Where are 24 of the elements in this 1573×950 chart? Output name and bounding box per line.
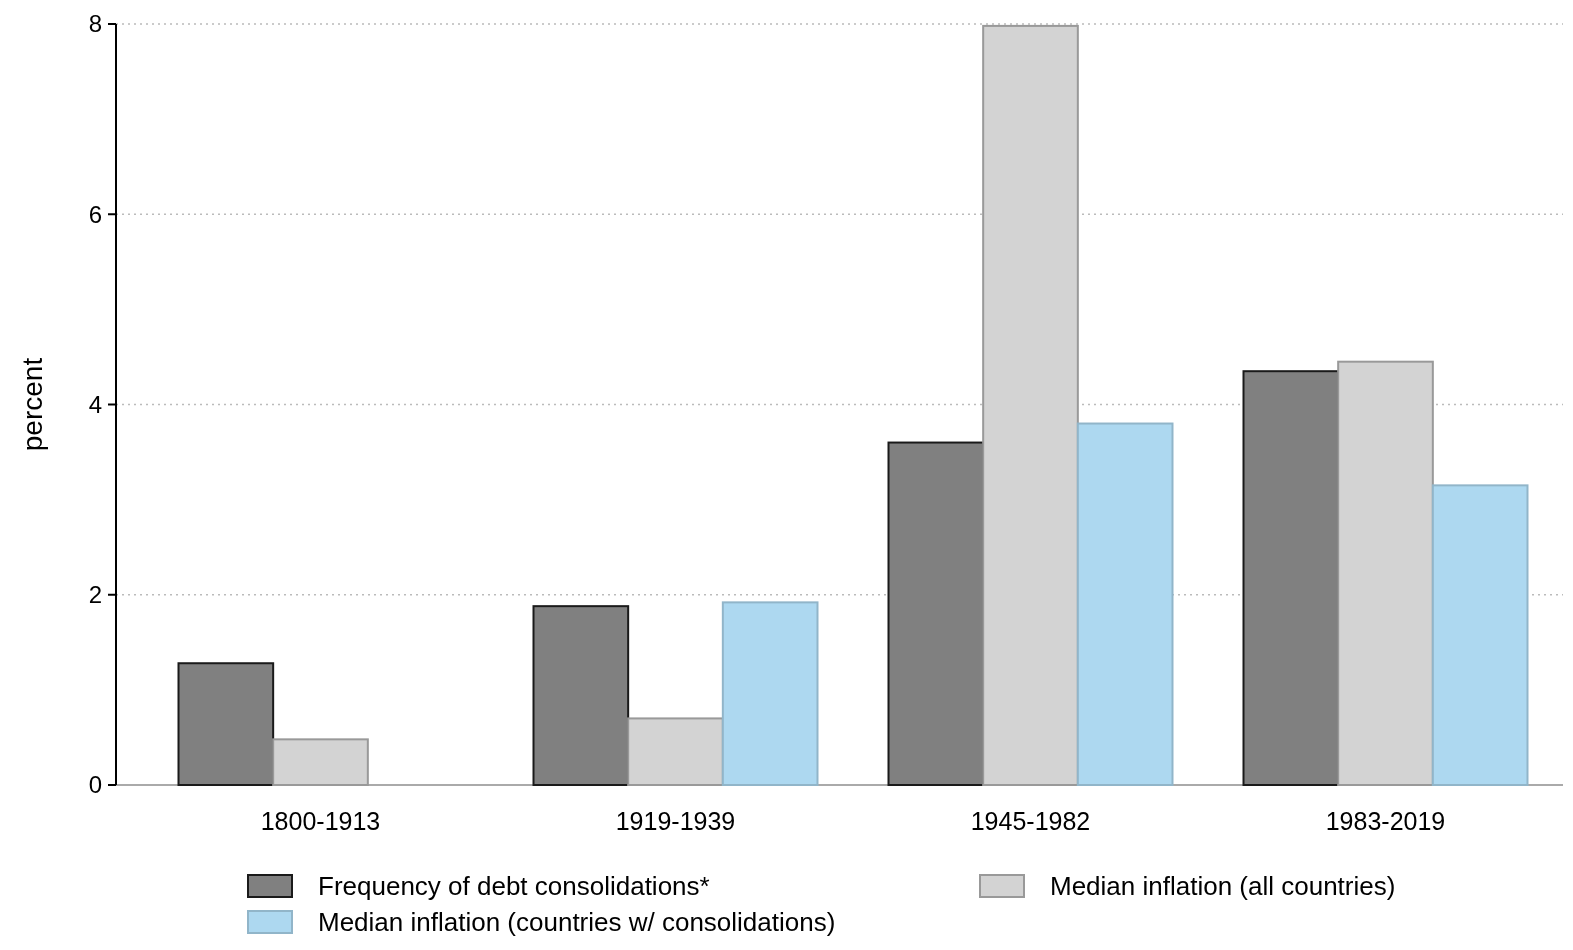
y-tick-label: 8: [88, 10, 102, 38]
x-tick-label: 1919-1939: [615, 807, 736, 835]
bar: [532, 605, 630, 786]
legend-label: Median inflation (all countries): [1050, 871, 1396, 902]
bar: [627, 717, 724, 786]
bar: [1076, 422, 1174, 786]
y-tick-label: 2: [88, 581, 102, 609]
y-tick-label: 6: [88, 200, 102, 228]
bar: [887, 441, 985, 786]
y-tick-label: 0: [88, 771, 102, 799]
legend-label: Median inflation (countries w/ consolidations): [318, 907, 836, 938]
x-tick-label: 1945-1982: [970, 807, 1091, 835]
bar: [1242, 370, 1340, 786]
bar: [1431, 484, 1529, 786]
legend-label: Frequency of debt consolidations*: [318, 871, 710, 902]
bar: [177, 662, 275, 786]
bar: [1337, 360, 1434, 786]
bar: [272, 738, 369, 786]
y-axis-title: percent: [17, 357, 48, 452]
x-tick-label: 1983-2019: [1325, 807, 1446, 835]
bar: [982, 24, 1079, 786]
y-tick-label: 4: [88, 390, 102, 418]
x-tick-label: 1800-1913: [260, 807, 381, 835]
bar: [721, 601, 819, 786]
